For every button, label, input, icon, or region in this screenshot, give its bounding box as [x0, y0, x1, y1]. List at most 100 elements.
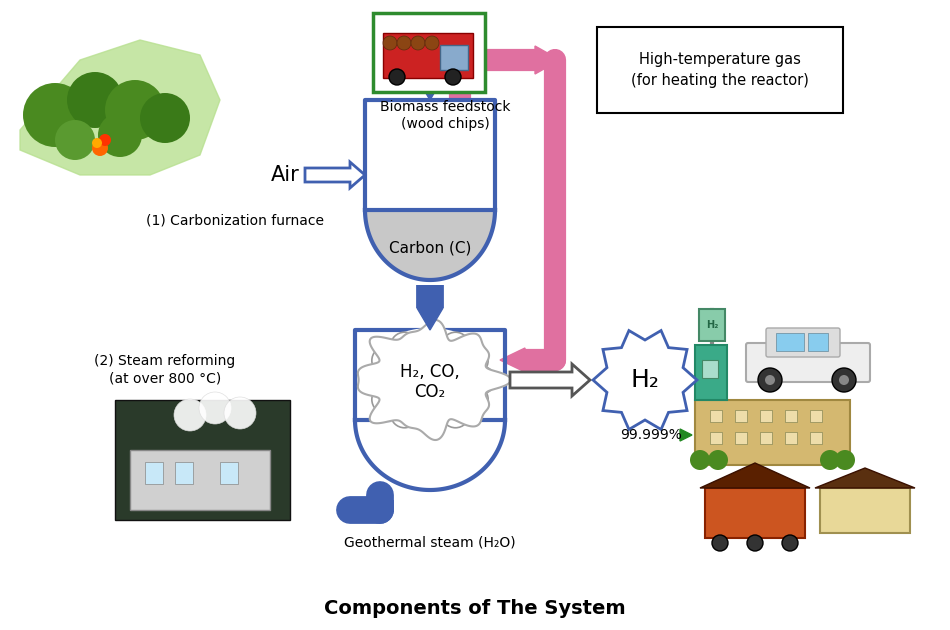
Polygon shape — [362, 328, 498, 432]
Text: High-temperature gas
(for heating the reactor): High-temperature gas (for heating the re… — [631, 52, 809, 88]
FancyBboxPatch shape — [820, 488, 910, 533]
Circle shape — [460, 346, 488, 374]
Circle shape — [832, 368, 856, 392]
FancyBboxPatch shape — [785, 410, 797, 422]
FancyBboxPatch shape — [373, 13, 485, 92]
FancyBboxPatch shape — [776, 333, 804, 351]
Polygon shape — [500, 348, 525, 372]
Circle shape — [708, 450, 728, 470]
Circle shape — [140, 93, 190, 143]
Text: Components of The System: Components of The System — [324, 599, 626, 618]
FancyBboxPatch shape — [808, 333, 828, 351]
Circle shape — [55, 120, 95, 160]
Polygon shape — [700, 463, 810, 488]
Circle shape — [467, 366, 495, 394]
Circle shape — [397, 36, 411, 50]
Circle shape — [383, 36, 397, 50]
FancyBboxPatch shape — [130, 450, 270, 510]
Circle shape — [712, 535, 728, 551]
FancyBboxPatch shape — [699, 309, 725, 341]
Polygon shape — [365, 100, 495, 210]
Text: (1) Carbonization furnace: (1) Carbonization furnace — [146, 213, 324, 227]
FancyBboxPatch shape — [175, 462, 193, 484]
Polygon shape — [355, 330, 505, 420]
Text: H₂: H₂ — [706, 320, 718, 330]
Polygon shape — [305, 162, 365, 188]
Polygon shape — [417, 78, 443, 100]
Polygon shape — [20, 40, 220, 175]
Circle shape — [92, 138, 102, 148]
Polygon shape — [680, 429, 692, 441]
Polygon shape — [510, 364, 590, 396]
Circle shape — [371, 386, 400, 413]
Polygon shape — [593, 331, 697, 430]
Circle shape — [747, 535, 763, 551]
Circle shape — [390, 332, 419, 360]
FancyBboxPatch shape — [695, 345, 727, 400]
FancyBboxPatch shape — [710, 410, 722, 422]
Polygon shape — [358, 320, 511, 440]
Text: Geothermal steam (H₂O): Geothermal steam (H₂O) — [344, 535, 516, 549]
Circle shape — [442, 400, 469, 428]
Text: 99.999%: 99.999% — [620, 428, 682, 442]
FancyBboxPatch shape — [705, 488, 805, 538]
Circle shape — [416, 405, 444, 433]
FancyBboxPatch shape — [760, 410, 772, 422]
Polygon shape — [535, 46, 560, 74]
Circle shape — [442, 332, 469, 360]
Text: Carbon (C): Carbon (C) — [389, 241, 471, 256]
Circle shape — [411, 36, 425, 50]
Circle shape — [820, 450, 840, 470]
Circle shape — [390, 400, 419, 428]
Text: Air: Air — [272, 165, 300, 185]
Text: H₂, CO,: H₂, CO, — [400, 363, 460, 381]
Circle shape — [99, 134, 111, 146]
Circle shape — [758, 368, 782, 392]
Circle shape — [765, 375, 775, 385]
Circle shape — [835, 450, 855, 470]
Polygon shape — [365, 210, 495, 280]
FancyBboxPatch shape — [383, 33, 473, 78]
FancyBboxPatch shape — [220, 462, 238, 484]
Circle shape — [782, 535, 798, 551]
FancyBboxPatch shape — [115, 400, 290, 520]
FancyBboxPatch shape — [695, 400, 850, 465]
Text: Biomass feedstock
(wood chips): Biomass feedstock (wood chips) — [380, 100, 510, 131]
FancyBboxPatch shape — [440, 45, 468, 70]
FancyBboxPatch shape — [702, 360, 718, 378]
Circle shape — [460, 386, 488, 413]
Circle shape — [224, 397, 256, 429]
Circle shape — [92, 140, 108, 156]
FancyBboxPatch shape — [746, 343, 870, 382]
FancyBboxPatch shape — [710, 432, 722, 444]
Circle shape — [445, 69, 461, 85]
FancyBboxPatch shape — [597, 27, 843, 113]
Polygon shape — [815, 468, 915, 488]
FancyBboxPatch shape — [785, 432, 797, 444]
FancyBboxPatch shape — [810, 432, 822, 444]
Polygon shape — [417, 308, 443, 330]
Circle shape — [105, 80, 165, 140]
FancyBboxPatch shape — [145, 462, 163, 484]
FancyBboxPatch shape — [735, 410, 747, 422]
FancyBboxPatch shape — [735, 432, 747, 444]
FancyBboxPatch shape — [810, 410, 822, 422]
Circle shape — [67, 72, 123, 128]
Circle shape — [23, 83, 87, 147]
Circle shape — [839, 375, 849, 385]
Circle shape — [425, 36, 439, 50]
Circle shape — [690, 450, 710, 470]
Polygon shape — [355, 420, 505, 490]
Circle shape — [371, 346, 400, 374]
Text: CO₂: CO₂ — [414, 383, 446, 401]
Polygon shape — [367, 490, 393, 512]
Text: (2) Steam reforming
(at over 800 °C): (2) Steam reforming (at over 800 °C) — [94, 354, 236, 386]
Circle shape — [365, 366, 393, 394]
Circle shape — [389, 69, 405, 85]
Text: H₂: H₂ — [631, 368, 659, 392]
Circle shape — [199, 392, 231, 424]
Circle shape — [174, 399, 206, 431]
Circle shape — [416, 327, 444, 355]
FancyBboxPatch shape — [760, 432, 772, 444]
Circle shape — [98, 113, 142, 157]
